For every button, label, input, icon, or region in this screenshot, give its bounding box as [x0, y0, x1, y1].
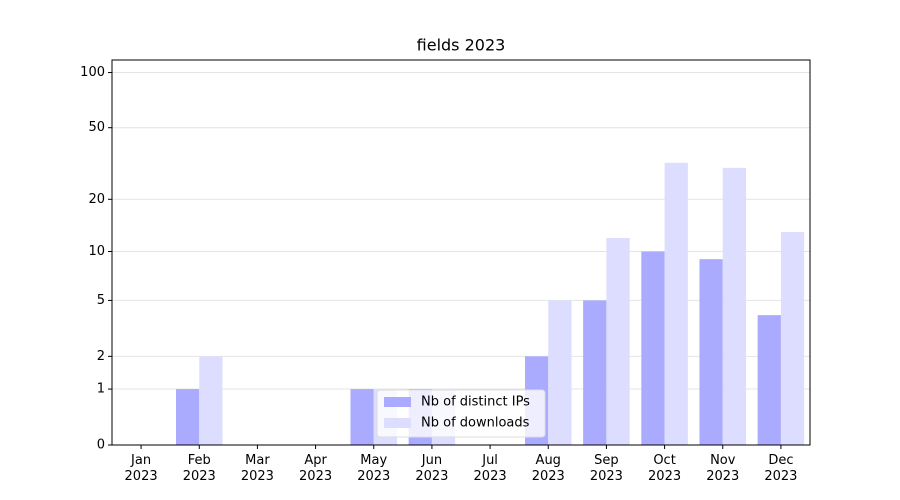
- bar: [583, 300, 607, 445]
- bar: [722, 167, 747, 445]
- bar: [699, 259, 723, 445]
- y-tick-label: 20: [88, 192, 105, 207]
- bar: [199, 356, 223, 445]
- y-tick-label: 5: [97, 293, 105, 308]
- legend-box: [376, 389, 546, 438]
- legend-swatch: [384, 397, 411, 407]
- legend-label: Nb of distinct IPs: [421, 395, 530, 410]
- bar: [548, 300, 572, 445]
- bar: [606, 238, 630, 445]
- x-tick-label: Apr 2023: [299, 453, 333, 484]
- bar: [175, 389, 200, 445]
- legend-label: Nb of downloads: [421, 416, 530, 431]
- x-tick-label: Nov 2023: [706, 453, 740, 484]
- x-tick-label: Dec 2023: [764, 453, 798, 484]
- bar: [350, 389, 374, 445]
- y-tick-label: 1: [97, 382, 105, 397]
- x-tick-label: Jun 2023: [415, 453, 449, 484]
- bar: [664, 162, 688, 445]
- chart-title: fields 2023: [417, 36, 506, 55]
- y-tick-label: 0: [97, 438, 105, 453]
- y-tick-label: 100: [80, 65, 105, 80]
- legend-swatch: [384, 418, 411, 428]
- x-tick-label: Jan 2023: [124, 453, 158, 484]
- bar: [780, 232, 805, 445]
- x-tick-label: Aug 2023: [531, 453, 565, 484]
- bar: [641, 251, 665, 445]
- x-tick-label: Mar 2023: [240, 453, 274, 484]
- bar: [757, 315, 781, 445]
- x-tick-label: Jul 2023: [473, 453, 507, 484]
- x-tick-label: Feb 2023: [182, 453, 216, 484]
- y-tick-label: 10: [88, 244, 105, 259]
- plot-frame: [111, 59, 811, 446]
- x-tick-label: Oct 2023: [648, 453, 682, 484]
- y-tick-label: 2: [97, 349, 105, 364]
- x-tick-label: May 2023: [357, 453, 391, 484]
- x-tick-label: Sep 2023: [589, 453, 623, 484]
- y-tick-label: 50: [88, 120, 105, 135]
